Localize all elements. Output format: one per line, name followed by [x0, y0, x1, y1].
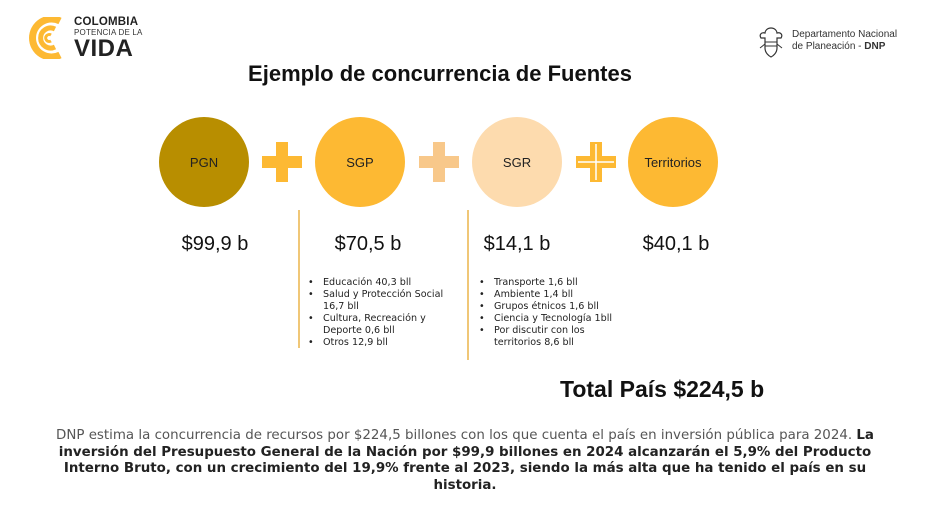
- plus-icon: [419, 142, 459, 182]
- list-item: Educación 40,3 bll: [305, 277, 465, 289]
- footer-paragraph: DNP estima la concurrencia de recursos p…: [50, 428, 880, 494]
- list-item: Grupos étnicos 1,6 bll: [476, 301, 626, 313]
- dnp-line-2: de Planeación -: [792, 41, 865, 52]
- divider-line: [298, 210, 300, 348]
- list-item: Transporte 1,6 bll: [476, 277, 626, 289]
- amount-sgp: $70,5 b: [334, 233, 402, 255]
- list-item: Ambiente 1,4 bll: [476, 289, 626, 301]
- source-label-sgr: SGR: [502, 154, 532, 170]
- list-item: Ciencia y Tecnología 1bll: [476, 313, 626, 325]
- source-circle-territorios: Territorios: [628, 117, 718, 207]
- logo-line-vida: VIDA: [74, 35, 134, 62]
- amount-territorios: $40,1 b: [642, 233, 710, 255]
- footer-text-bold: La inversión del Presupuesto General de …: [58, 428, 874, 493]
- source-label-pgn: PGN: [189, 154, 219, 170]
- total-country: Total País $224,5 b: [560, 376, 765, 402]
- amount-pgn: $99,9 b: [181, 233, 249, 255]
- dnp-logo: Departamento Nacional de Planeación - DN…: [756, 26, 916, 62]
- source-circle-sgp: SGP: [315, 117, 405, 207]
- divider-line: [467, 210, 469, 360]
- list-item: Por discutir con los territorios 8,6 bll: [476, 325, 626, 349]
- logo-line-colombia: COLOMBIA: [74, 16, 139, 28]
- source-circle-sgr: SGR: [472, 117, 562, 207]
- list-item: Otros 12,9 bll: [305, 337, 465, 349]
- plus-icon: [262, 142, 302, 182]
- colombia-potencia-vida-logo: COLOMBIA POTENCIA DE LA VIDA: [22, 14, 152, 64]
- sgp-details-list: Educación 40,3 bll Salud y Protección So…: [305, 277, 465, 349]
- amount-sgr: $14,1 b: [483, 233, 551, 255]
- source-label-territorios: Territorios: [644, 154, 702, 170]
- plus-icon: [576, 142, 616, 182]
- list-item: Salud y Protección Social 16,7 bll: [305, 289, 465, 313]
- source-circle-pgn: PGN: [159, 117, 249, 207]
- logo-line-potencia: POTENCIA DE LA: [74, 28, 143, 37]
- coat-of-arms-icon: [759, 27, 783, 58]
- list-item: Cultura, Recreación y Deporte 0,6 bll: [305, 313, 465, 337]
- sgr-details-list: Transporte 1,6 bll Ambiente 1,4 bll Grup…: [476, 277, 626, 349]
- source-label-sgp: SGP: [346, 154, 374, 170]
- footer-text-normal: DNP estima la concurrencia de recursos p…: [56, 428, 857, 443]
- dnp-acronym: DNP: [864, 41, 886, 52]
- page-title: Ejemplo de concurrencia de Fuentes: [248, 61, 632, 86]
- logo-arcs-icon: [29, 17, 62, 59]
- dnp-line-1: Departamento Nacional: [792, 29, 898, 40]
